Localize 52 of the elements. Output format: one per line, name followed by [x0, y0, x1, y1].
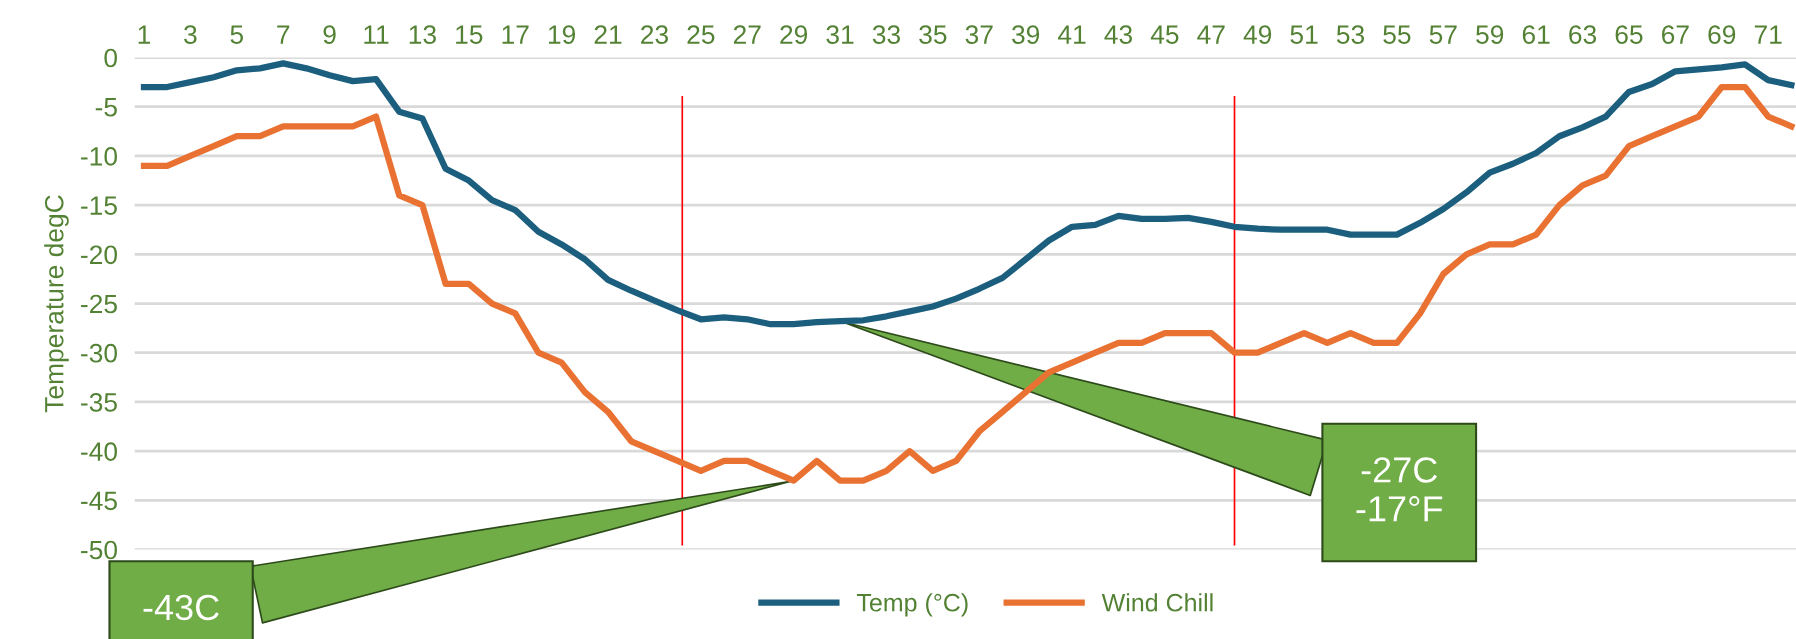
- x-tick-label: 9: [323, 25, 336, 44]
- x-tick-label: 31: [826, 25, 854, 44]
- x-tick-label: 5: [230, 25, 244, 44]
- x-tick-label: 49: [1243, 25, 1272, 44]
- x-tick-label: 57: [1429, 25, 1457, 44]
- x-tick-label: 45: [1150, 25, 1179, 44]
- legend-label: Temp (°C): [856, 593, 968, 617]
- y-axis-title: Temperature degC: [44, 195, 69, 413]
- y-tick-label: -10: [81, 147, 118, 166]
- y-tick-label: -25: [81, 294, 117, 314]
- x-tick-label: 59: [1476, 25, 1504, 44]
- x-tick-label: 7: [277, 25, 290, 44]
- annotation: -43C: [143, 594, 219, 621]
- x-tick-label: 47: [1197, 25, 1225, 44]
- x-tick-label: 33: [872, 25, 900, 44]
- legend-label: Wind Chill: [1101, 593, 1213, 612]
- x-tick-label: 11: [364, 25, 389, 44]
- x-tick-label: 63: [1569, 25, 1597, 44]
- x-tick-label: 15: [456, 25, 483, 44]
- x-tick-label: 65: [1615, 25, 1643, 44]
- x-tick-label: 13: [409, 25, 436, 44]
- x-tick-label: 3: [184, 25, 197, 44]
- y-tick-label: -30: [81, 343, 118, 363]
- x-tick-label: 61: [1522, 25, 1550, 44]
- y-tick-label: 0: [104, 48, 117, 68]
- annotation: -27C -17°F: [1356, 457, 1443, 522]
- x-tick-label: 21: [594, 25, 622, 44]
- x-tick-label: 25: [687, 25, 715, 44]
- x-tick-label: 35: [919, 25, 947, 44]
- x-tick-label: 29: [780, 25, 808, 44]
- x-tick-label: 1: [138, 25, 151, 44]
- y-tick-label: -15: [81, 196, 117, 215]
- x-tick-label: 55: [1383, 25, 1411, 44]
- x-tick-label: 39: [1012, 25, 1040, 44]
- x-tick-label: 69: [1708, 25, 1736, 44]
- y-tick-label: -5: [95, 98, 117, 117]
- x-tick-label: 41: [1058, 25, 1086, 44]
- y-tick-label: -20: [81, 245, 118, 265]
- y-tick-label: -45: [81, 491, 117, 511]
- y-tick-label: -35: [81, 393, 117, 412]
- y-tick-label: -40: [81, 442, 118, 461]
- x-tick-label: 43: [1104, 25, 1132, 44]
- x-tick-label: 19: [548, 25, 576, 44]
- x-tick-label: 23: [641, 25, 668, 44]
- x-tick-label: 67: [1662, 25, 1689, 44]
- x-tick-label: 27: [733, 25, 761, 44]
- x-tick-label: 51: [1290, 25, 1318, 44]
- x-tick-label: 71: [1754, 25, 1782, 44]
- x-tick-label: 37: [965, 25, 993, 44]
- y-tick-label: -50: [81, 540, 118, 560]
- x-tick-label: 17: [502, 25, 529, 44]
- x-tick-label: 53: [1336, 25, 1365, 44]
